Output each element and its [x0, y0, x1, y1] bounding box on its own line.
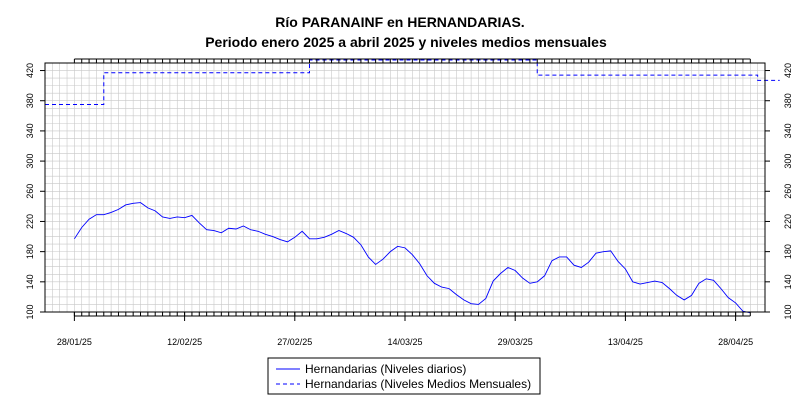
- y-tick-label-left: 340: [25, 123, 35, 138]
- daily-series: [74, 202, 751, 314]
- y-tick-label-left: 140: [25, 274, 35, 289]
- monthly-series: [45, 59, 780, 105]
- x-tick-label: 28/04/25: [718, 337, 753, 347]
- axes: 100 100 140 140 180 180 220 220 260 260 300 300 340 3…: [25, 58, 793, 347]
- y-tick-label-left: 180: [25, 244, 35, 259]
- y-tick-label-left: 260: [25, 184, 35, 199]
- grid: [44, 62, 766, 313]
- y-tick-label-left: 380: [25, 93, 35, 108]
- y-tick-label-right: 100: [783, 304, 793, 319]
- y-tick-label-right: 220: [783, 214, 793, 229]
- legend-box: [267, 357, 541, 395]
- y-tick-label-right: 140: [783, 274, 793, 289]
- y-tick-label-right: 180: [783, 244, 793, 259]
- y-tick-label-left: 420: [25, 63, 35, 78]
- y-tick-label-right: 300: [783, 154, 793, 169]
- x-tick-label: 27/02/25: [277, 337, 312, 347]
- y-tick-label-left: 100: [25, 304, 35, 319]
- x-tick-label: 13/04/25: [608, 337, 643, 347]
- chart-title: Río PARANAINF en HERNANDARIAS.: [275, 14, 524, 30]
- y-tick-label-right: 340: [783, 123, 793, 138]
- chart-subtitle: Periodo enero 2025 a abril 2025 y nivele…: [205, 34, 607, 50]
- y-tick-label-left: 220: [25, 214, 35, 229]
- y-tick-label-left: 300: [25, 154, 35, 169]
- legend: Hernandarias (Niveles diarios) Hernandar…: [267, 357, 541, 395]
- legend-label-monthly: Hernandarias (Niveles Medios Mensuales): [305, 377, 531, 391]
- daily-levels-line: [74, 202, 751, 314]
- x-tick-label: 29/03/25: [498, 337, 533, 347]
- x-tick-label: 28/01/25: [57, 337, 92, 347]
- x-tick-label: 12/02/25: [167, 337, 202, 347]
- y-tick-label-right: 260: [783, 184, 793, 199]
- legend-label-daily: Hernandarias (Niveles diarios): [305, 362, 466, 376]
- y-tick-label-right: 420: [783, 63, 793, 78]
- y-tick-label-right: 380: [783, 93, 793, 108]
- x-tick-label: 14/03/25: [387, 337, 422, 347]
- monthly-mean-line: [45, 59, 780, 105]
